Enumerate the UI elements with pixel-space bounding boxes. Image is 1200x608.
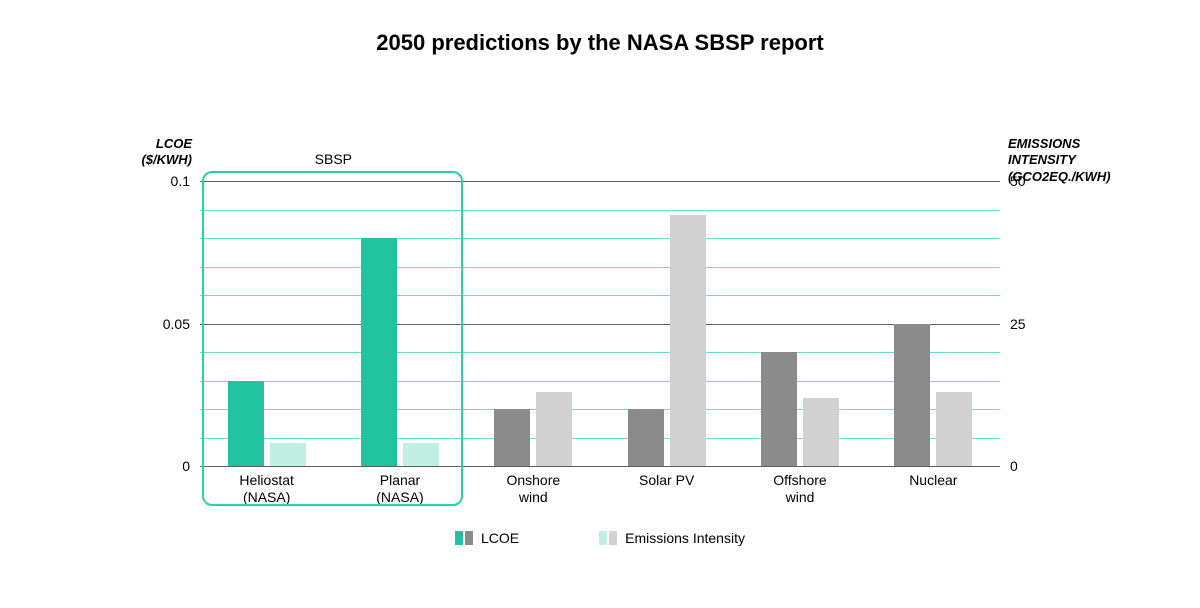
bar-lcoe [894,324,930,467]
category: Heliostat(NASA) [200,181,333,466]
category: Planar(NASA) [333,181,466,466]
category: Solar PV [600,181,733,466]
legend-swatch [455,531,463,545]
chart-container: 2050 predictions by the NASA SBSP report… [0,0,1200,608]
y-axis-right-tick: 0 [1010,458,1018,474]
y-axis-left-tick: 0.05 [163,316,190,332]
y-axis-right: EMISSIONS INTENSITY (GCO2EQ./KWH) 02550 [1000,86,1140,466]
bar-emissions [670,215,706,466]
sbsp-highlight-label: SBSP [200,151,467,167]
chart-title: 2050 predictions by the NASA SBSP report [60,30,1140,56]
y-axis-right-tick: 25 [1010,316,1026,332]
bar-lcoe [628,409,664,466]
bar-lcoe [761,352,797,466]
category-label: Planar(NASA) [333,466,466,506]
bar-pair [200,181,333,466]
y-axis-left: LCOE ($/KWH) 00.050.1 [60,86,200,466]
y-axis-left-title-line1: LCOE [156,136,192,151]
legend-swatch-pair [455,531,473,545]
legend-item: Emissions Intensity [599,530,745,546]
bar-emissions [936,392,972,466]
legend-swatch [609,531,617,545]
bar-emissions [803,398,839,466]
y-axis-right-title: EMISSIONS INTENSITY (GCO2EQ./KWH) [1008,136,1140,185]
plot: Heliostat(NASA)Planar(NASA)OnshorewindSo… [200,86,1000,466]
y-axis-left-tick: 0 [182,458,190,474]
bar-pair [467,181,600,466]
y-axis-left-title-line2: ($/KWH) [141,152,192,167]
category: Onshorewind [467,181,600,466]
plot-area: LCOE ($/KWH) 00.050.1 Heliostat(NASA)Pla… [60,86,1140,466]
category-label: Offshorewind [733,466,866,506]
bar-pair [733,181,866,466]
bar-pair [333,181,466,466]
bar-emissions [536,392,572,466]
bar-lcoe [228,381,264,467]
y-axis-right-tick: 50 [1010,173,1026,189]
category-label: Onshorewind [467,466,600,506]
legend-swatch [465,531,473,545]
category: Nuclear [867,181,1000,466]
bar-lcoe [494,409,530,466]
y-axis-left-tick: 0.1 [171,173,190,189]
category: Offshorewind [733,181,866,466]
y-axis-right-title-line1: EMISSIONS [1008,136,1080,151]
legend-swatch [599,531,607,545]
bar-lcoe [361,238,397,466]
legend-swatch-pair [599,531,617,545]
bar-pair [600,181,733,466]
category-label: Solar PV [600,466,733,489]
category-label: Heliostat(NASA) [200,466,333,506]
bar-pair [867,181,1000,466]
bar-emissions [270,443,306,466]
category-label: Nuclear [867,466,1000,489]
legend-label: LCOE [481,530,519,546]
y-axis-left-title: LCOE ($/KWH) [60,136,192,169]
bar-emissions [403,443,439,466]
legend-item: LCOE [455,530,519,546]
legend-label: Emissions Intensity [625,530,745,546]
y-axis-right-title-line2: INTENSITY [1008,152,1076,167]
legend: LCOE Emissions Intensity [60,530,1140,546]
